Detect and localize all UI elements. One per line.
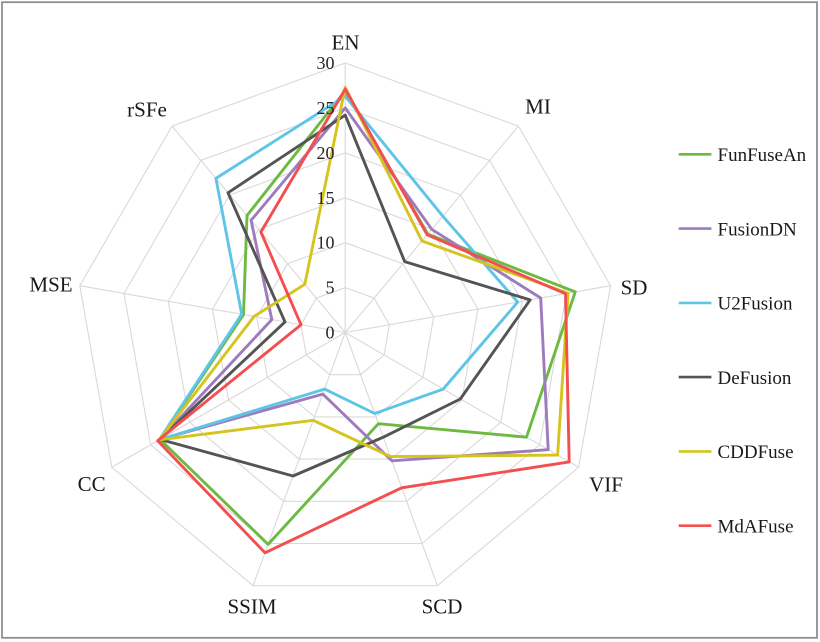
svg-text:SCD: SCD [422,595,463,619]
svg-text:0: 0 [326,323,335,343]
svg-text:15: 15 [317,188,335,208]
svg-text:5: 5 [326,278,335,298]
svg-text:10: 10 [317,233,335,253]
svg-text:20: 20 [317,143,335,163]
svg-text:SSIM: SSIM [227,595,276,619]
svg-text:SD: SD [621,276,648,300]
svg-text:25: 25 [317,98,335,118]
svg-text:U2Fusion: U2Fusion [718,294,793,315]
svg-text:MI: MI [525,95,551,119]
svg-text:VIF: VIF [589,473,623,497]
svg-text:MdAFuse: MdAFuse [718,517,794,538]
svg-text:MSE: MSE [29,273,72,297]
svg-text:30: 30 [317,53,335,73]
svg-text:CC: CC [78,472,106,496]
svg-text:rSFe: rSFe [127,98,167,122]
svg-text:CDDFuse: CDDFuse [718,442,794,463]
svg-text:FusionDN: FusionDN [718,219,797,240]
svg-text:FunFuseAn: FunFuseAn [718,145,807,166]
svg-text:DeFusion: DeFusion [718,368,792,389]
svg-text:EN: EN [332,31,360,55]
